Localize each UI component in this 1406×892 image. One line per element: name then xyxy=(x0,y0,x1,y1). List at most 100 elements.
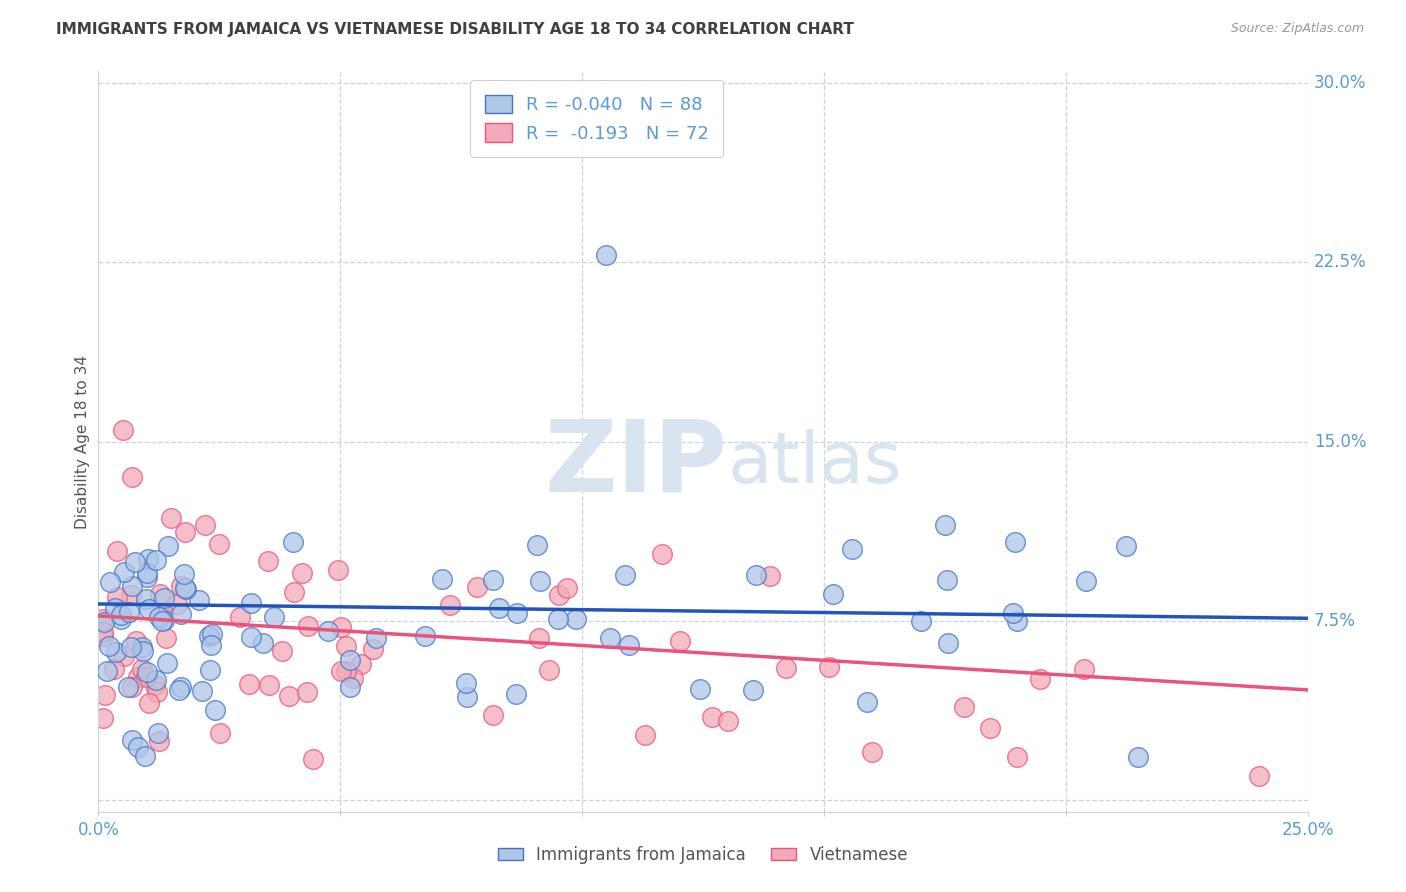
Point xyxy=(110,612,132,626)
Point xyxy=(93,615,115,630)
Point xyxy=(103,662,125,676)
Point xyxy=(953,700,976,714)
Point xyxy=(350,657,373,671)
Point xyxy=(117,680,139,694)
Point xyxy=(98,574,121,589)
Text: IMMIGRANTS FROM JAMAICA VS VIETNAMESE DISABILITY AGE 18 TO 34 CORRELATION CHART: IMMIGRANTS FROM JAMAICA VS VIETNAMESE DI… xyxy=(56,22,853,37)
Point xyxy=(335,639,357,653)
Point xyxy=(263,610,285,624)
Point xyxy=(297,619,319,633)
Point xyxy=(174,525,197,540)
Point xyxy=(821,586,844,600)
Point xyxy=(145,552,167,566)
Point xyxy=(143,678,166,692)
Point xyxy=(669,634,692,648)
Point xyxy=(339,680,361,694)
Point xyxy=(633,728,655,742)
Point xyxy=(1002,607,1025,621)
Point xyxy=(127,740,149,755)
Point xyxy=(135,591,157,606)
Point xyxy=(505,688,527,702)
Point xyxy=(557,581,579,595)
Point xyxy=(413,628,436,642)
Point xyxy=(127,670,149,684)
Point xyxy=(1115,539,1137,553)
Point xyxy=(759,569,782,583)
Point xyxy=(91,612,114,626)
Point xyxy=(617,638,640,652)
Point xyxy=(91,624,114,639)
Point xyxy=(361,641,384,656)
Point xyxy=(1249,769,1271,783)
Text: 22.5%: 22.5% xyxy=(1313,253,1367,271)
Point xyxy=(270,644,292,658)
Point xyxy=(936,573,959,587)
Point xyxy=(146,685,169,699)
Point xyxy=(169,607,191,621)
Point xyxy=(1007,749,1029,764)
Point xyxy=(979,721,1001,735)
Point xyxy=(153,613,176,627)
Text: 15.0%: 15.0% xyxy=(1313,433,1367,450)
Point xyxy=(1073,662,1095,676)
Point xyxy=(717,714,740,728)
Point xyxy=(432,572,454,586)
Point xyxy=(187,593,209,607)
Point xyxy=(131,640,153,654)
Point xyxy=(565,612,588,626)
Point xyxy=(277,689,299,703)
Point xyxy=(167,682,190,697)
Point xyxy=(98,639,121,653)
Point xyxy=(145,673,167,688)
Point xyxy=(456,690,478,705)
Point xyxy=(700,710,723,724)
Point xyxy=(191,683,214,698)
Point xyxy=(252,636,274,650)
Point xyxy=(339,653,361,667)
Point xyxy=(198,664,221,678)
Point xyxy=(194,518,217,533)
Point xyxy=(439,598,461,612)
Point xyxy=(1074,574,1097,589)
Point xyxy=(689,681,711,696)
Point xyxy=(112,648,135,663)
Point xyxy=(290,566,312,580)
Point xyxy=(200,639,222,653)
Point xyxy=(138,696,160,710)
Point xyxy=(283,585,305,599)
Point xyxy=(118,605,141,619)
Point xyxy=(548,588,571,602)
Point xyxy=(157,539,180,553)
Point xyxy=(131,662,153,676)
Point xyxy=(537,663,560,677)
Point xyxy=(121,680,143,694)
Legend: R = -0.040   N = 88, R =  -0.193   N = 72: R = -0.040 N = 88, R = -0.193 N = 72 xyxy=(470,80,724,157)
Point xyxy=(121,470,143,484)
Point xyxy=(110,608,132,623)
Point xyxy=(135,665,157,679)
Point xyxy=(160,511,183,525)
Legend: Immigrants from Jamaica, Vietnamese: Immigrants from Jamaica, Vietnamese xyxy=(491,839,915,871)
Point xyxy=(201,627,224,641)
Point xyxy=(741,683,763,698)
Point xyxy=(91,629,114,643)
Point xyxy=(228,609,250,624)
Point xyxy=(613,568,636,582)
Point xyxy=(1007,614,1029,628)
Point xyxy=(135,566,157,580)
Point xyxy=(934,518,956,533)
Point xyxy=(488,600,510,615)
Point xyxy=(156,656,179,670)
Point xyxy=(257,678,280,692)
Point xyxy=(120,640,142,654)
Point xyxy=(104,601,127,615)
Point xyxy=(599,632,621,646)
Point xyxy=(651,547,673,561)
Point xyxy=(104,645,127,659)
Point xyxy=(150,614,173,628)
Point xyxy=(135,670,157,684)
Point xyxy=(149,586,172,600)
Point xyxy=(152,606,174,620)
Y-axis label: Disability Age 18 to 34: Disability Age 18 to 34 xyxy=(75,354,90,529)
Point xyxy=(238,676,260,690)
